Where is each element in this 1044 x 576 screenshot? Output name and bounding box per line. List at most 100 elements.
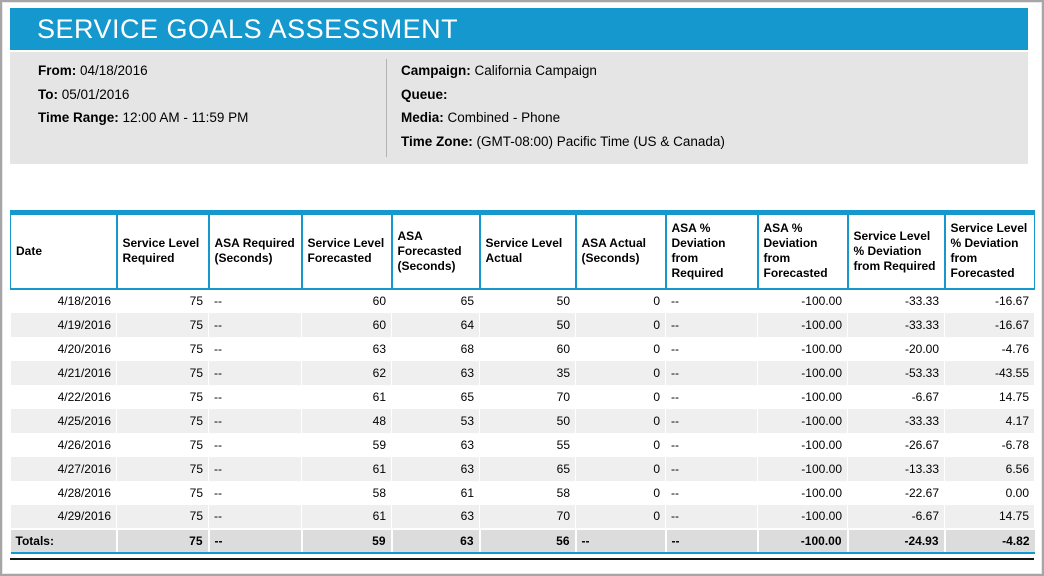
- filter-time-zone-value: (GMT-08:00) Pacific Time (US & Canada): [476, 133, 725, 149]
- cell-service-level-forecasted: 60: [301, 312, 392, 337]
- filter-to: To: 05/01/2016: [38, 83, 386, 107]
- cell-asa-pct-deviation-required: --: [665, 288, 758, 313]
- cell-service-level-forecasted: 61: [301, 504, 392, 529]
- cell-service-level-forecasted: 59: [301, 432, 392, 457]
- filter-from-label: From:: [38, 63, 77, 78]
- cell-date: 4/20/2016: [10, 336, 117, 361]
- cell-asa-pct-deviation-required: --: [665, 312, 758, 337]
- cell-service-level-pct-deviation-forecasted: -4.76: [944, 336, 1035, 361]
- table-data-rows: 4/18/2016 75 -- 60 65 50 0 -- -100.00 -33.33 -16.6…: [10, 288, 1035, 529]
- totals-service-level-required: 75: [116, 527, 210, 554]
- cell-asa-pct-deviation-forecasted: -100.00: [757, 432, 848, 457]
- filter-time-zone: Time Zone: (GMT-08:00) Pacific Time (US …: [401, 130, 1028, 154]
- cell-asa-pct-deviation-required: --: [665, 480, 758, 505]
- cell-service-level-pct-deviation-forecasted: -6.78: [944, 432, 1035, 457]
- cell-service-level-required: 75: [116, 384, 209, 409]
- cell-service-level-required: 75: [116, 480, 209, 505]
- cell-service-level-pct-deviation-required: -6.67: [847, 384, 945, 409]
- cell-asa-required: --: [208, 288, 302, 313]
- totals-label: Totals:: [10, 527, 118, 554]
- report-title-bar: SERVICE GOALS ASSESSMENT: [10, 8, 1028, 50]
- filter-queue: Queue:: [401, 83, 1028, 107]
- cell-asa-forecasted: 64: [391, 312, 480, 337]
- cell-asa-required: --: [208, 432, 302, 457]
- cell-service-level-actual: 70: [479, 384, 576, 409]
- cell-asa-actual: 0: [575, 456, 666, 481]
- totals-asa-required: --: [208, 527, 303, 554]
- totals-asa-actual: --: [575, 527, 667, 554]
- cell-asa-pct-deviation-forecasted: -100.00: [757, 312, 848, 337]
- cell-asa-forecasted: 53: [391, 408, 480, 433]
- service-goals-table: Date Service Level Required ASA Required (…: [10, 210, 1035, 554]
- cell-asa-pct-deviation-forecasted: -100.00: [757, 288, 848, 313]
- cell-asa-pct-deviation-forecasted: -100.00: [757, 480, 848, 505]
- cell-service-level-forecasted: 58: [301, 480, 392, 505]
- filter-campaign-value: California Campaign: [474, 63, 597, 78]
- cell-service-level-actual: 35: [479, 360, 576, 385]
- cell-service-level-required: 75: [116, 288, 209, 313]
- table-row: 4/25/2016 75 -- 48 53 50 0 -- -100.00 -33.33 4.17: [10, 408, 1035, 433]
- cell-service-level-forecasted: 61: [301, 384, 392, 409]
- cell-service-level-required: 75: [116, 360, 209, 385]
- cell-date: 4/25/2016: [10, 408, 117, 433]
- cell-asa-pct-deviation-required: --: [665, 504, 758, 529]
- cell-asa-required: --: [208, 384, 302, 409]
- cell-asa-pct-deviation-forecasted: -100.00: [757, 360, 848, 385]
- cell-service-level-forecasted: 48: [301, 408, 392, 433]
- table-row: 4/26/2016 75 -- 59 63 55 0 -- -100.00 -26.67 -6.78: [10, 432, 1035, 457]
- cell-asa-pct-deviation-required: --: [665, 432, 758, 457]
- cell-service-level-pct-deviation-required: -20.00: [847, 336, 945, 361]
- filter-to-label: To:: [38, 86, 58, 102]
- cell-asa-required: --: [208, 504, 302, 529]
- cell-asa-required: --: [208, 336, 302, 361]
- filter-media: Media: Combined - Phone: [401, 106, 1028, 130]
- column-header-service-level-forecasted: Service Level Forecasted: [301, 212, 393, 290]
- cell-service-level-forecasted: 62: [301, 360, 392, 385]
- cell-service-level-pct-deviation-forecasted: 14.75: [944, 504, 1035, 529]
- filters-left-column: From: 04/18/2016 To: 05/01/2016 Time Ran…: [10, 59, 386, 157]
- filter-queue-label: Queue:: [401, 86, 448, 102]
- filter-time-range-label: Time Range:: [38, 110, 119, 125]
- totals-service-level-pct-deviation-required: -24.93: [847, 527, 946, 554]
- report-body: Date Service Level Required ASA Required (…: [10, 210, 1035, 560]
- cell-service-level-actual: 70: [479, 504, 576, 529]
- column-header-asa-pct-deviation-forecasted: ASA % Deviation from Forecasted: [757, 212, 849, 290]
- cell-date: 4/27/2016: [10, 456, 117, 481]
- cell-asa-actual: 0: [575, 504, 666, 529]
- cell-asa-pct-deviation-forecasted: -100.00: [757, 336, 848, 361]
- cell-asa-forecasted: 68: [391, 336, 480, 361]
- cell-service-level-required: 75: [116, 408, 209, 433]
- cell-asa-actual: 0: [575, 360, 666, 385]
- report-filters-panel: From: 04/18/2016 To: 05/01/2016 Time Ran…: [10, 52, 1028, 164]
- cell-asa-pct-deviation-required: --: [665, 336, 758, 361]
- cell-service-level-required: 75: [116, 312, 209, 337]
- column-header-service-level-actual: Service Level Actual: [479, 212, 577, 290]
- column-header-asa-required: ASA Required (Seconds): [208, 212, 303, 290]
- filter-campaign: Campaign: California Campaign: [401, 59, 1028, 83]
- cell-service-level-actual: 50: [479, 288, 576, 313]
- table-row: 4/20/2016 75 -- 63 68 60 0 -- -100.00 -20.00 -4.76: [10, 336, 1035, 361]
- cell-asa-pct-deviation-required: --: [665, 456, 758, 481]
- cell-asa-forecasted: 65: [391, 384, 480, 409]
- totals-row: Totals: 75 -- 59 63 56 -- -- -100.00 -24.93 -4.82: [10, 527, 1035, 554]
- cell-service-level-pct-deviation-forecasted: 6.56: [944, 456, 1035, 481]
- cell-asa-forecasted: 63: [391, 504, 480, 529]
- column-header-service-level-pct-deviation-forecasted: Service Level % Deviation from Forecaste…: [944, 212, 1035, 290]
- cell-service-level-actual: 50: [479, 312, 576, 337]
- cell-service-level-required: 75: [116, 504, 209, 529]
- table-totals: Totals: 75 -- 59 63 56 -- -- -100.00 -24.93 -4.82: [10, 527, 1035, 554]
- filter-to-value: 05/01/2016: [61, 86, 130, 102]
- table-row: 4/22/2016 75 -- 61 65 70 0 -- -100.00 -6.67 14.75: [10, 384, 1035, 409]
- report-bottom-rule: [10, 557, 1034, 560]
- cell-asa-actual: 0: [575, 408, 666, 433]
- table-row: 4/29/2016 75 -- 61 63 70 0 -- -100.00 -6.67 14.75: [10, 504, 1035, 529]
- cell-service-level-required: 75: [116, 336, 209, 361]
- cell-service-level-pct-deviation-required: -33.33: [847, 288, 945, 313]
- filter-campaign-label: Campaign:: [401, 63, 471, 78]
- totals-service-level-pct-deviation-forecasted: -4.82: [944, 527, 1035, 554]
- filter-from-value: 04/18/2016: [80, 63, 148, 78]
- cell-date: 4/18/2016: [10, 288, 117, 313]
- cell-asa-forecasted: 63: [391, 360, 480, 385]
- cell-asa-required: --: [208, 360, 302, 385]
- cell-asa-forecasted: 63: [391, 432, 480, 457]
